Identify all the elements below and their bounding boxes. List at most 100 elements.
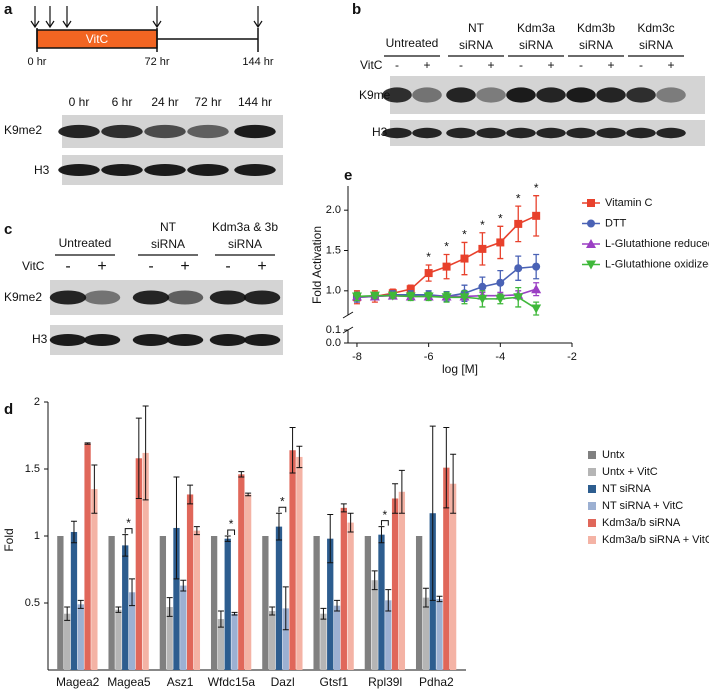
band	[446, 87, 476, 103]
error-bar	[245, 492, 252, 497]
legend-label: Vitamin C	[605, 197, 653, 209]
error-bar	[91, 464, 98, 514]
marker	[531, 284, 542, 294]
marker	[424, 269, 433, 278]
y-axis-label: Fold	[2, 528, 16, 551]
band	[243, 334, 281, 346]
bar	[415, 536, 423, 670]
x-tick-label: Magea2	[56, 675, 100, 689]
marker	[387, 291, 398, 301]
bar	[91, 489, 98, 670]
error-bar	[392, 483, 399, 514]
bar	[371, 580, 378, 670]
band	[506, 127, 536, 139]
y-tick-label: 0.0	[326, 337, 341, 349]
bar	[57, 536, 64, 670]
sign-label: -	[395, 58, 399, 72]
band	[144, 124, 186, 139]
legend-label: NT siRNA + VitC	[602, 500, 683, 512]
bar	[269, 611, 276, 670]
band	[382, 87, 412, 103]
band	[209, 334, 247, 346]
group-label: Untreated	[386, 36, 439, 50]
x-tick-label: -4	[495, 351, 505, 363]
band	[234, 124, 276, 139]
bar	[70, 531, 78, 670]
y-axis-label: Fold Activation	[310, 226, 324, 304]
row-label: H3	[34, 163, 50, 177]
significance: *	[126, 516, 131, 530]
legend-marker	[586, 239, 596, 248]
marker	[513, 293, 524, 303]
marker	[442, 262, 451, 271]
band	[83, 334, 121, 346]
marker	[406, 285, 415, 294]
band	[101, 124, 143, 139]
significance: *	[480, 218, 485, 232]
marker	[496, 278, 505, 287]
panel-label: d	[4, 401, 13, 418]
bar	[217, 619, 225, 670]
significance-bracket	[380, 520, 389, 526]
band	[209, 290, 247, 305]
band	[566, 127, 596, 139]
band	[566, 87, 596, 103]
significance: *	[534, 181, 539, 195]
bar	[378, 534, 385, 670]
bar	[333, 605, 341, 670]
bar	[128, 592, 136, 670]
bar	[340, 507, 347, 670]
band	[58, 164, 100, 176]
bar	[436, 598, 443, 670]
error-bar	[122, 534, 129, 557]
group-label: siRNA	[151, 237, 185, 251]
band	[243, 290, 281, 305]
band	[596, 127, 626, 139]
x-tick-label: Pdha2	[419, 675, 454, 689]
bar	[159, 536, 167, 670]
bar	[422, 597, 430, 670]
bar	[84, 443, 91, 670]
y-tick-label: 2.0	[326, 204, 341, 216]
bar	[64, 613, 71, 670]
bar	[313, 536, 320, 670]
bar	[180, 585, 187, 670]
x-tick-label: Gtsf1	[320, 675, 349, 689]
sign-label: -	[579, 58, 583, 72]
significance: *	[462, 228, 467, 242]
x-tick-label: Rpl39l	[368, 675, 402, 689]
error-bar	[135, 417, 142, 499]
band	[49, 290, 87, 305]
legend-swatch	[588, 485, 596, 493]
band	[476, 127, 506, 139]
error-bar	[371, 570, 378, 591]
band	[412, 127, 442, 139]
x-tick-label: Magea5	[107, 675, 151, 689]
error-bar	[385, 589, 392, 612]
error-bar	[84, 442, 91, 445]
y-tick-label: 2	[34, 396, 40, 408]
group-label: NT	[160, 220, 177, 234]
error-bar	[129, 578, 136, 607]
band	[132, 290, 170, 305]
error-bar	[142, 405, 149, 501]
error-bar	[224, 535, 231, 542]
legend-label: DTT	[605, 217, 627, 229]
x-tick-label: Dazl	[271, 675, 295, 689]
error-bar	[269, 606, 276, 616]
group-label: siRNA	[228, 237, 262, 251]
bar	[210, 536, 218, 670]
sign-label: +	[547, 58, 554, 72]
marker	[532, 262, 541, 271]
group-label: siRNA	[519, 38, 553, 52]
error-bar	[327, 514, 334, 564]
band	[412, 87, 442, 103]
error-bar	[166, 597, 173, 617]
bar	[166, 607, 173, 670]
bar	[231, 613, 238, 670]
bar	[244, 494, 252, 670]
group-label: siRNA	[459, 38, 493, 52]
band	[166, 334, 204, 346]
sign-label: +	[607, 58, 614, 72]
group-label: siRNA	[579, 38, 613, 52]
